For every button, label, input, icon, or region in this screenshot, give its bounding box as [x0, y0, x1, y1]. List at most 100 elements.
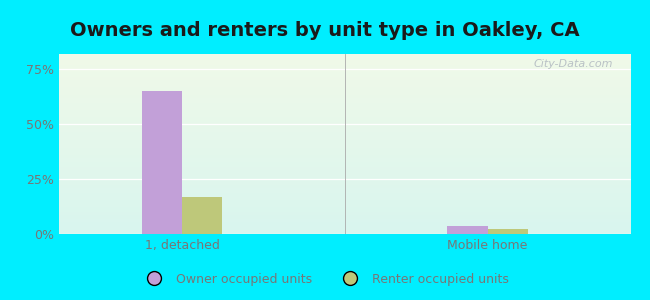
Bar: [58, 141, 630, 142]
Bar: [58, 111, 630, 112]
Bar: [58, 106, 630, 107]
Bar: [58, 153, 630, 154]
Bar: [58, 152, 630, 153]
Bar: [58, 104, 630, 105]
Bar: [58, 60, 630, 61]
Bar: [58, 139, 630, 140]
Bar: [58, 128, 630, 129]
Bar: [58, 190, 630, 191]
Bar: [58, 181, 630, 182]
Bar: [58, 186, 630, 187]
Bar: [58, 132, 630, 133]
Bar: [58, 54, 630, 55]
Bar: [58, 198, 630, 199]
Bar: [58, 167, 630, 168]
Bar: [58, 56, 630, 57]
Bar: [58, 188, 630, 189]
Bar: [58, 124, 630, 125]
Bar: [58, 229, 630, 230]
Bar: [58, 176, 630, 177]
Bar: [58, 227, 630, 228]
Bar: [58, 169, 630, 170]
Bar: [58, 101, 630, 102]
Bar: [58, 199, 630, 200]
Bar: [58, 64, 630, 65]
Bar: [58, 200, 630, 201]
Bar: [58, 226, 630, 227]
Bar: [58, 149, 630, 150]
Bar: [58, 73, 630, 74]
Bar: [58, 70, 630, 71]
Bar: [58, 210, 630, 211]
Bar: [58, 126, 630, 127]
Bar: [58, 99, 630, 100]
Bar: [58, 142, 630, 143]
Bar: [58, 158, 630, 159]
Bar: [58, 194, 630, 195]
Bar: [58, 125, 630, 126]
Bar: [58, 61, 630, 62]
Bar: [58, 144, 630, 145]
Bar: [58, 97, 630, 98]
Bar: [58, 127, 630, 128]
Bar: [58, 84, 630, 85]
Bar: [58, 232, 630, 233]
Bar: [58, 83, 630, 84]
Bar: [58, 100, 630, 101]
Bar: [58, 122, 630, 123]
Bar: [58, 192, 630, 193]
Bar: [58, 185, 630, 186]
Bar: [58, 157, 630, 158]
Bar: [58, 74, 630, 75]
Bar: [58, 225, 630, 226]
Bar: [58, 121, 630, 122]
Bar: [58, 138, 630, 139]
Bar: [58, 81, 630, 82]
Bar: [58, 223, 630, 224]
Bar: [58, 145, 630, 146]
Bar: [58, 147, 630, 148]
Bar: [58, 156, 630, 157]
Bar: [58, 178, 630, 179]
Bar: [58, 110, 630, 111]
Bar: [58, 231, 630, 232]
Bar: [58, 143, 630, 144]
Bar: [183, 197, 222, 234]
Bar: [58, 93, 630, 94]
Bar: [58, 71, 630, 72]
Bar: [58, 88, 630, 89]
Bar: [58, 103, 630, 104]
Bar: [58, 165, 630, 166]
Bar: [58, 87, 630, 88]
Bar: [58, 80, 630, 81]
Bar: [58, 205, 630, 206]
Bar: [58, 63, 630, 64]
Bar: [58, 67, 630, 68]
Bar: [58, 69, 630, 70]
Bar: [58, 68, 630, 69]
Bar: [58, 109, 630, 110]
Bar: [58, 182, 630, 183]
Bar: [58, 161, 630, 162]
Bar: [58, 222, 630, 223]
Bar: [58, 175, 630, 176]
Bar: [58, 95, 630, 96]
Bar: [58, 214, 630, 215]
Bar: [58, 201, 630, 202]
Bar: [58, 209, 630, 210]
Bar: [58, 212, 630, 213]
Bar: [58, 89, 630, 90]
Bar: [58, 166, 630, 167]
Bar: [58, 170, 630, 171]
Bar: [58, 135, 630, 136]
Bar: [58, 55, 630, 56]
Bar: [58, 163, 630, 164]
Bar: [58, 202, 630, 203]
Bar: [58, 221, 630, 222]
Bar: [58, 129, 630, 130]
Bar: [58, 107, 630, 108]
Bar: [58, 58, 630, 59]
Bar: [58, 114, 630, 115]
Bar: [58, 137, 630, 138]
Bar: [58, 66, 630, 67]
